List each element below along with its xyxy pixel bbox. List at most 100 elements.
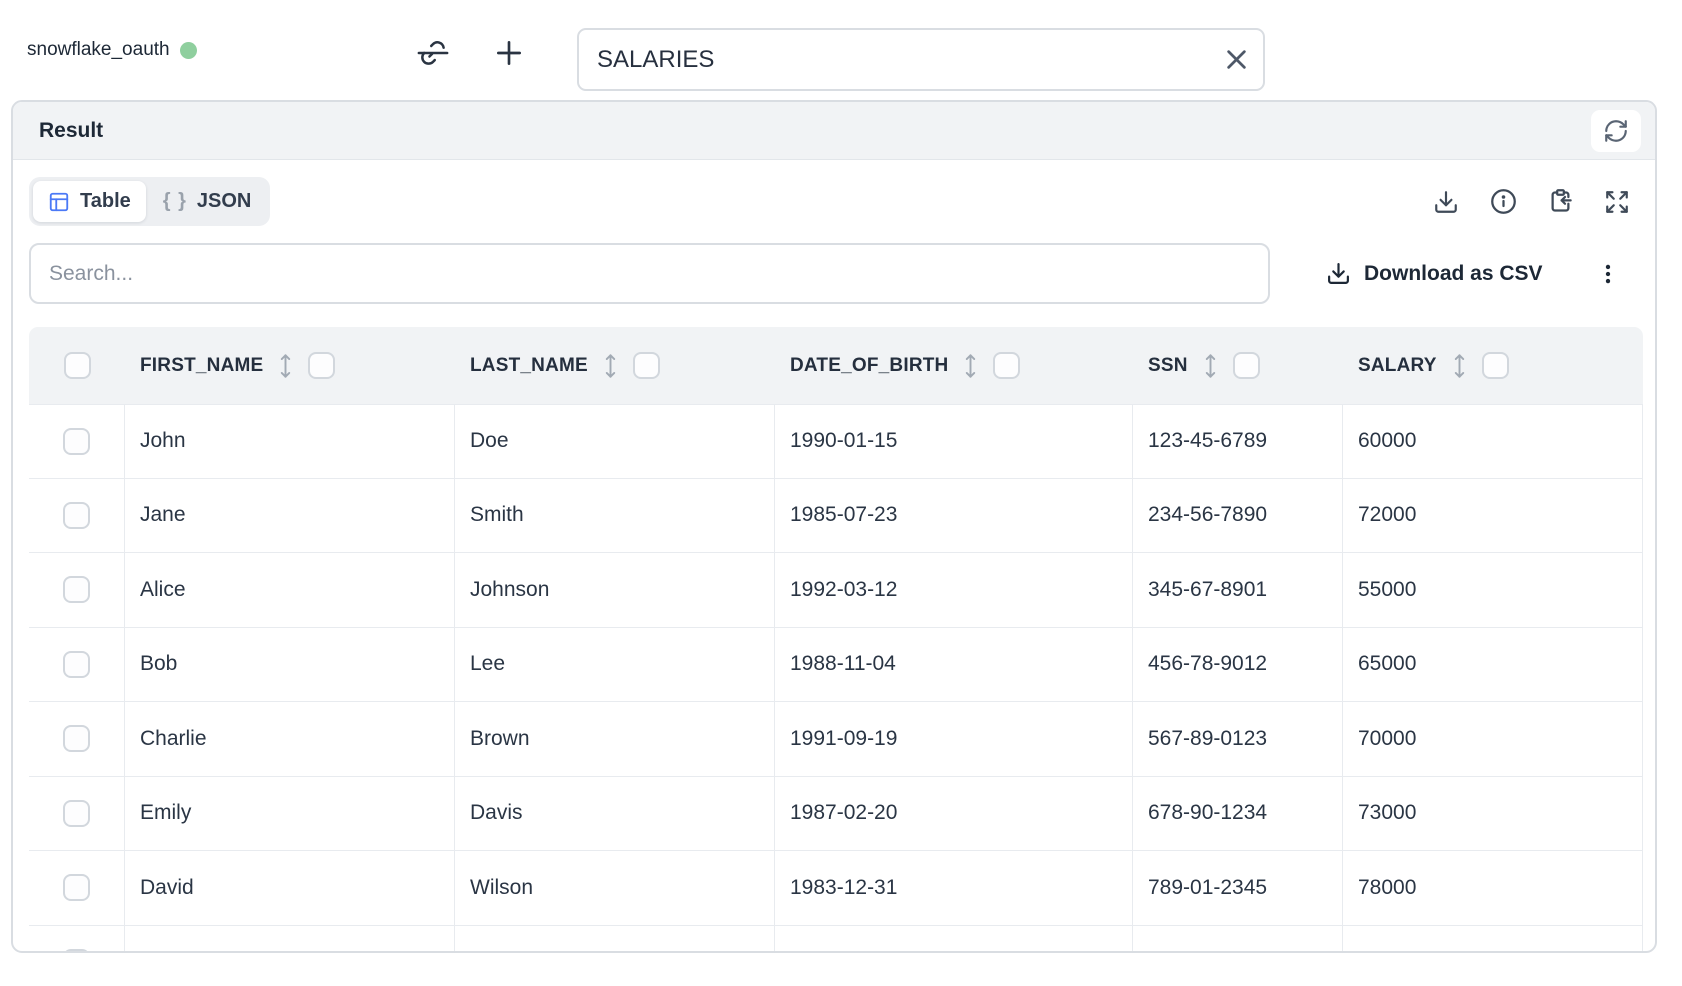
search-input[interactable] <box>29 243 1270 304</box>
table-cell: Doe <box>455 405 775 478</box>
table-row[interactable]: Charlie Brown 1991-09-19 567-89-0123 70000 <box>29 702 1643 777</box>
table-cell: 1992-03-12 <box>775 553 1133 627</box>
expand-icon <box>1604 189 1630 215</box>
disconnect-button[interactable] <box>415 38 451 68</box>
link-off-icon <box>417 38 449 68</box>
view-tab-group: Table { } JSON <box>29 177 271 226</box>
plus-icon <box>493 37 525 69</box>
refresh-icon <box>1603 118 1629 144</box>
tab-json-label: JSON <box>196 190 252 212</box>
info-icon <box>1490 188 1517 215</box>
table-cell: David <box>125 851 455 925</box>
refresh-button[interactable] <box>1591 109 1641 152</box>
table-cell: Bob <box>125 627 455 701</box>
table-row[interactable]: Jane Smith 1985-07-23 234-56-7890 72000 <box>29 478 1643 553</box>
table-name-input[interactable] <box>579 45 1209 74</box>
row-checkbox[interactable] <box>63 427 90 455</box>
table-cell: Brown <box>455 702 775 776</box>
fullscreen-button[interactable] <box>1603 188 1631 216</box>
search-row: Download as CSV <box>29 243 1639 304</box>
result-table: FIRST_NAME LAST_NAME DATE_OF_BIRTH SSN <box>29 327 1643 951</box>
table-cell: John <box>125 405 455 478</box>
info-button[interactable] <box>1489 188 1517 216</box>
sort-icon[interactable] <box>603 352 618 380</box>
table-cell: 567-89-0123 <box>1133 702 1343 776</box>
add-tab-button[interactable] <box>489 36 529 70</box>
x-icon <box>1223 46 1250 73</box>
table-cell: 73000 <box>1343 776 1643 850</box>
column-checkbox[interactable] <box>632 352 660 379</box>
kebab-menu-icon <box>1595 261 1621 287</box>
row-checkbox[interactable] <box>63 725 90 753</box>
row-select-cell <box>29 925 125 951</box>
download-icon <box>1326 261 1351 286</box>
result-title: Result <box>39 118 104 142</box>
table-cell: Alice <box>125 553 455 627</box>
table-name-field <box>577 28 1265 91</box>
table-cell: Charlie <box>125 702 455 776</box>
download-csv-button[interactable]: Download as CSV <box>1326 261 1543 286</box>
tab-json[interactable]: { } JSON <box>148 181 267 222</box>
copy-to-clipboard-button[interactable] <box>1546 188 1574 216</box>
row-checkbox[interactable] <box>63 948 90 951</box>
column-checkbox[interactable] <box>308 352 336 379</box>
select-all-checkbox[interactable] <box>63 352 91 379</box>
table-cell: 65000 <box>1343 627 1643 701</box>
table-cell: 78000 <box>1343 851 1643 925</box>
table-row[interactable]: John Doe 1990-01-15 123-45-6789 60000 <box>29 404 1643 479</box>
table-cell: 1985-07-23 <box>775 478 1133 552</box>
table-cell <box>1343 925 1643 951</box>
row-select-cell <box>29 478 125 552</box>
table-cell: 70000 <box>1343 702 1643 776</box>
more-options-button[interactable] <box>1593 259 1623 289</box>
column-header-ssn: SSN <box>1133 352 1343 380</box>
select-all-cell <box>29 352 125 379</box>
row-checkbox[interactable] <box>63 799 90 827</box>
column-header-first_name: FIRST_NAME <box>125 352 455 380</box>
result-body: Table { } JSON <box>13 160 1655 951</box>
table-cell: Lee <box>455 627 775 701</box>
table-cell: 1990-01-15 <box>775 405 1133 478</box>
table-cell: 1988-11-04 <box>775 627 1133 701</box>
table-cell: 456-78-9012 <box>1133 627 1343 701</box>
table-row[interactable]: David Wilson 1983-12-31 789-01-2345 78000 <box>29 851 1643 926</box>
download-csv-label: Download as CSV <box>1364 261 1543 285</box>
table-row[interactable]: Emily Davis 1987-02-20 678-90-1234 73000 <box>29 776 1643 851</box>
sort-icon[interactable] <box>1203 352 1218 380</box>
table-cell: 123-45-6789 <box>1133 405 1343 478</box>
download-button[interactable] <box>1432 188 1460 216</box>
row-checkbox[interactable] <box>63 650 90 678</box>
column-label: SSN <box>1148 354 1188 376</box>
result-tool-icons <box>1432 188 1639 216</box>
tab-table[interactable]: Table <box>33 181 146 222</box>
top-bar: snowflake_oauth <box>0 0 1682 100</box>
table-row[interactable]: Alice Johnson 1992-03-12 345-67-8901 55000 <box>29 553 1643 628</box>
table-cell <box>125 925 455 951</box>
column-checkbox[interactable] <box>1481 352 1509 379</box>
sort-icon[interactable] <box>1452 352 1467 380</box>
column-checkbox[interactable] <box>1232 352 1260 379</box>
column-checkbox[interactable] <box>993 352 1021 379</box>
row-checkbox[interactable] <box>63 501 90 529</box>
clipboard-paste-icon <box>1547 188 1574 215</box>
column-label: DATE_OF_BIRTH <box>790 354 949 376</box>
row-checkbox[interactable] <box>63 874 90 902</box>
row-select-cell <box>29 405 125 478</box>
clear-input-button[interactable] <box>1209 30 1263 89</box>
table-cell: 72000 <box>1343 478 1643 552</box>
connection-name: snowflake_oauth <box>27 39 170 60</box>
connection-info: snowflake_oauth <box>27 0 197 100</box>
table-row[interactable] <box>29 925 1643 951</box>
sort-icon[interactable] <box>278 352 293 380</box>
row-checkbox[interactable] <box>63 576 90 604</box>
sort-icon[interactable] <box>963 352 978 380</box>
table-cell <box>455 925 775 951</box>
table-cell: Smith <box>455 478 775 552</box>
table-cell: 345-67-8901 <box>1133 553 1343 627</box>
column-label: SALARY <box>1358 354 1437 376</box>
column-header-date_of_birth: DATE_OF_BIRTH <box>775 352 1133 380</box>
table-cell: 1991-09-19 <box>775 702 1133 776</box>
table-row[interactable]: Bob Lee 1988-11-04 456-78-9012 65000 <box>29 627 1643 702</box>
tab-table-label: Table <box>80 190 131 212</box>
